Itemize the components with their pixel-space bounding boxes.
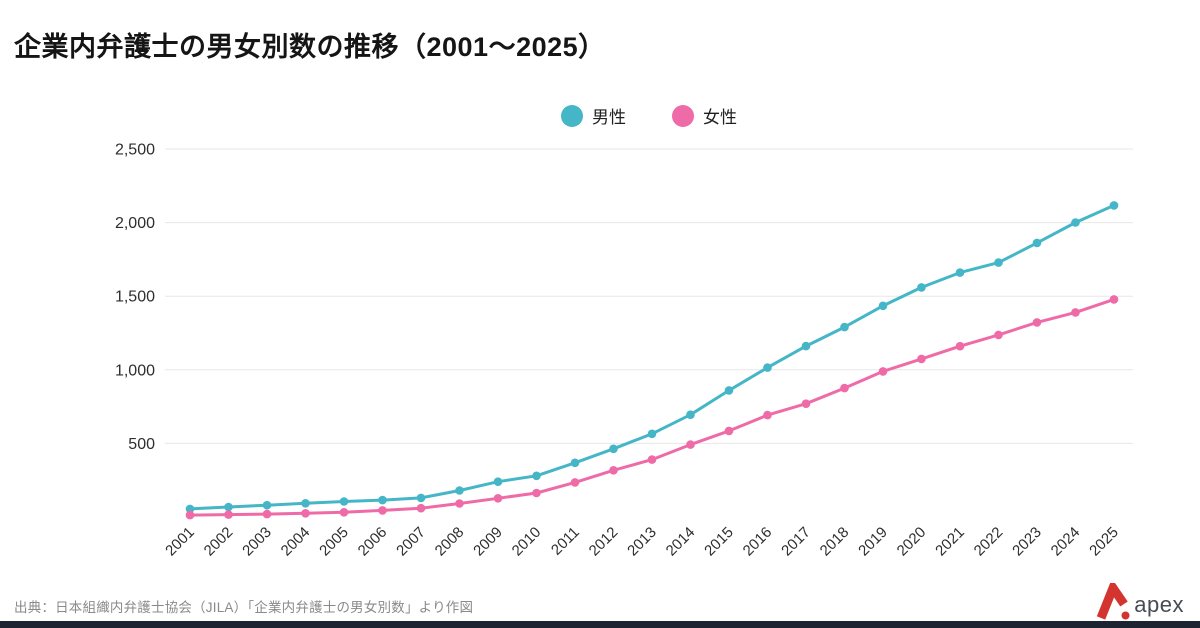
y-tick-label-2500: 2,500 xyxy=(115,142,155,159)
x-tick-label-2010: 2010 xyxy=(509,524,545,560)
data-point-female-2014 xyxy=(686,440,695,449)
x-tick-label-2016: 2016 xyxy=(740,524,776,560)
y-tick-label-1000: 1,000 xyxy=(115,362,155,379)
data-point-female-2005 xyxy=(339,508,349,517)
x-tick-label-2018: 2018 xyxy=(817,524,853,560)
x-tick-label-2001: 2001 xyxy=(162,524,198,560)
data-point-female-2006 xyxy=(378,506,387,515)
data-point-male-2013 xyxy=(647,429,657,439)
x-tick-label-2006: 2006 xyxy=(355,524,391,560)
x-tick-label-2013: 2013 xyxy=(624,524,660,560)
data-point-male-2002 xyxy=(224,502,233,512)
data-point-female-2024 xyxy=(1071,308,1080,317)
data-point-female-2012 xyxy=(609,466,618,475)
data-point-female-2018 xyxy=(840,383,849,393)
data-point-female-2017 xyxy=(801,399,811,409)
x-tick-label-2020: 2020 xyxy=(894,524,930,560)
data-point-female-2022 xyxy=(994,330,1003,340)
y-tick-label-2000: 2,000 xyxy=(115,215,155,232)
data-point-male-2020 xyxy=(917,283,926,292)
data-point-female-2002 xyxy=(224,510,233,519)
data-point-female-2001 xyxy=(185,510,195,520)
data-point-male-2023 xyxy=(1032,238,1042,248)
data-point-female-2010 xyxy=(532,488,541,498)
legend-label-female: 女性 xyxy=(703,108,737,127)
x-tick-label-2011: 2011 xyxy=(548,524,583,559)
x-tick-label-2012: 2012 xyxy=(586,524,622,560)
chart-legend: 男性 女性 xyxy=(165,103,1133,128)
data-point-female-2003 xyxy=(262,509,272,519)
data-point-female-2020 xyxy=(917,354,926,364)
series-line-female xyxy=(188,297,1116,517)
data-point-male-2009 xyxy=(493,477,503,487)
data-point-female-2008 xyxy=(455,499,464,508)
data-point-female-2019 xyxy=(878,367,888,376)
x-tick-label-2017: 2017 xyxy=(778,524,814,560)
x-tick-label-2005: 2005 xyxy=(316,524,352,560)
footer-accent-bar xyxy=(0,621,1200,628)
data-point-male-2018 xyxy=(840,322,849,332)
data-point-male-2014 xyxy=(686,410,695,420)
x-tick-label-2003: 2003 xyxy=(239,524,275,560)
data-point-male-2010 xyxy=(532,471,541,481)
data-point-female-2025 xyxy=(1109,295,1119,304)
data-point-female-2011 xyxy=(570,478,580,487)
data-point-male-2004 xyxy=(301,499,310,508)
y-tick-label-500: 500 xyxy=(128,436,155,453)
data-point-female-2023 xyxy=(1032,318,1042,327)
data-point-male-2003 xyxy=(262,500,272,510)
legend-item-male: 男性 xyxy=(561,103,626,128)
data-point-female-2013 xyxy=(647,455,657,464)
female-series-dot-icon xyxy=(672,104,694,127)
x-tick-label-2008: 2008 xyxy=(432,524,468,560)
x-tick-label-2021: 2021 xyxy=(932,524,968,560)
x-tick-label-2015: 2015 xyxy=(701,524,737,560)
data-point-male-2019 xyxy=(878,301,888,311)
data-point-male-2015 xyxy=(724,386,734,395)
data-point-male-2022 xyxy=(994,258,1003,267)
data-point-male-2006 xyxy=(378,495,387,505)
male-series-dot-icon xyxy=(561,104,583,127)
x-tick-label-2023: 2023 xyxy=(1009,524,1045,560)
data-point-male-2021 xyxy=(955,268,965,277)
brand-logo: apex xyxy=(1097,583,1184,621)
legend-item-female: 女性 xyxy=(672,103,737,128)
data-point-male-2007 xyxy=(416,493,426,503)
x-tick-label-2014: 2014 xyxy=(663,524,699,560)
data-point-male-2025 xyxy=(1109,201,1119,210)
data-point-female-2015 xyxy=(724,426,734,436)
data-point-female-2009 xyxy=(493,494,503,503)
data-point-male-2017 xyxy=(801,341,811,351)
source-note: 出典：日本組織内弁護士協会（JILA）「企業内弁護士の男女別数」より作図 xyxy=(14,600,474,615)
x-tick-label-2025: 2025 xyxy=(1086,524,1122,560)
apex-logo-icon xyxy=(1097,583,1130,620)
x-tick-label-2019: 2019 xyxy=(855,524,891,560)
x-tick-label-2009: 2009 xyxy=(470,524,506,560)
data-point-male-2016 xyxy=(763,363,772,372)
data-point-male-2001 xyxy=(185,504,195,514)
x-tick-label-2002: 2002 xyxy=(201,524,237,560)
data-point-male-2012 xyxy=(609,444,618,454)
x-tick-label-2004: 2004 xyxy=(278,524,314,560)
y-tick-label-1500: 1,500 xyxy=(115,289,155,306)
page-title: 企業内弁護士の男女別数の推移（2001～2025） xyxy=(14,32,606,62)
x-tick-label-2022: 2022 xyxy=(971,524,1007,560)
data-point-female-2016 xyxy=(763,410,772,420)
data-point-male-2024 xyxy=(1071,218,1080,227)
brand-logo-text: apex xyxy=(1134,592,1184,617)
x-tick-label-2007: 2007 xyxy=(393,524,429,560)
data-point-male-2008 xyxy=(455,486,464,495)
data-point-male-2005 xyxy=(339,497,349,506)
data-point-female-2021 xyxy=(955,341,965,351)
x-tick-label-2024: 2024 xyxy=(1048,524,1084,560)
legend-label-male: 男性 xyxy=(592,108,626,127)
data-point-female-2007 xyxy=(416,503,426,513)
data-point-female-2004 xyxy=(301,509,310,518)
data-point-male-2011 xyxy=(570,458,580,468)
